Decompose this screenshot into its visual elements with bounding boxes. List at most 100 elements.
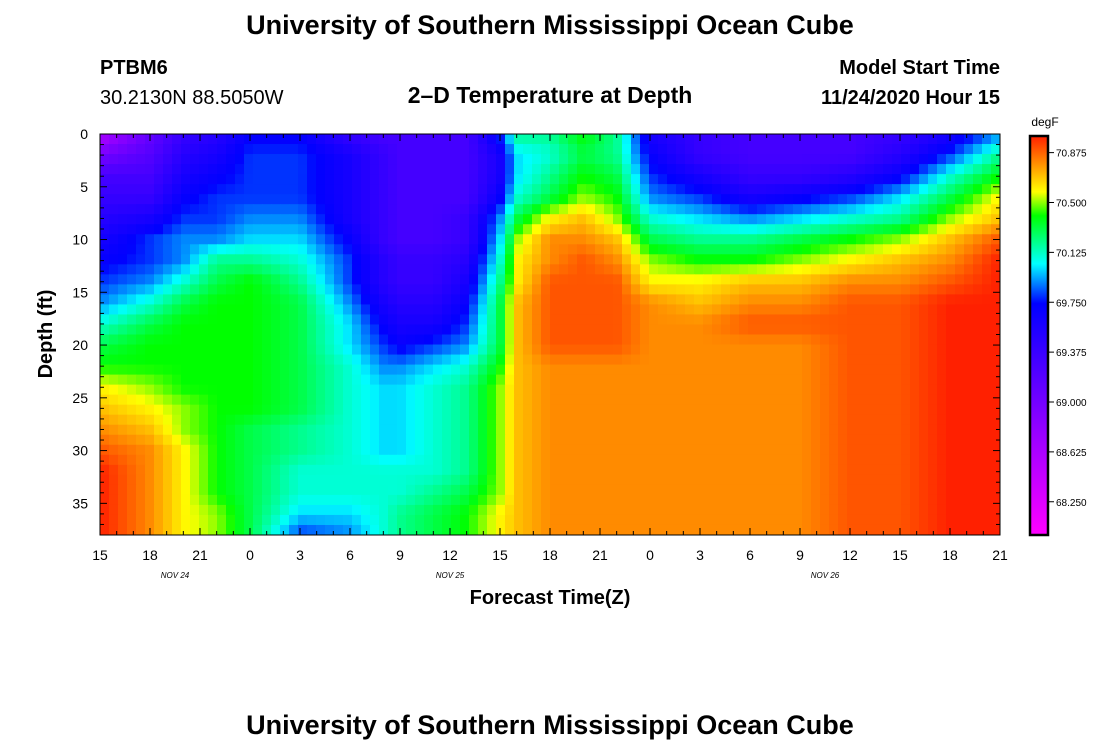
heat-cell	[685, 414, 695, 426]
heat-cell	[586, 284, 596, 296]
heat-cell	[802, 154, 812, 165]
heat-cell	[685, 354, 695, 366]
heat-cell	[631, 474, 641, 486]
heat-cell	[307, 144, 317, 155]
heat-cell	[262, 394, 272, 406]
heat-cell	[901, 464, 911, 476]
heat-cell	[460, 354, 470, 366]
heat-cell	[928, 174, 938, 185]
heat-cell	[694, 304, 704, 316]
heat-cell	[649, 334, 659, 346]
heat-cell	[586, 404, 596, 416]
heat-cell	[874, 214, 884, 225]
heat-cell	[838, 484, 848, 496]
heat-cell	[244, 234, 254, 245]
heat-cell	[613, 394, 623, 406]
heat-cell	[865, 344, 875, 356]
heat-cell	[712, 324, 722, 336]
heat-cell	[343, 134, 353, 145]
heat-cell	[262, 184, 272, 195]
heat-cell	[460, 414, 470, 426]
heat-cell	[469, 334, 479, 346]
heat-cell	[667, 344, 677, 356]
heat-cell	[226, 524, 236, 535]
heat-cell	[559, 134, 569, 145]
heat-cell	[622, 434, 632, 446]
heat-cell	[937, 374, 947, 386]
heat-cell	[424, 504, 434, 516]
heat-cell	[703, 324, 713, 336]
heat-cell	[586, 394, 596, 406]
heat-cell	[811, 204, 821, 215]
heat-cell	[964, 144, 974, 155]
heat-cell	[811, 244, 821, 255]
heat-cell	[649, 374, 659, 386]
heat-cell	[847, 414, 857, 426]
heat-cell	[127, 434, 137, 446]
heat-cell	[541, 424, 551, 436]
heat-cell	[595, 324, 605, 336]
heat-cell	[847, 184, 857, 195]
heat-cell	[532, 174, 542, 185]
heat-cell	[226, 174, 236, 185]
heat-cell	[505, 224, 515, 235]
heat-cell	[523, 464, 533, 476]
heat-cell	[883, 494, 893, 506]
heat-cell	[226, 404, 236, 416]
heat-cell	[928, 374, 938, 386]
heat-cell	[307, 274, 317, 285]
heat-cell	[721, 474, 731, 486]
heat-cell	[802, 244, 812, 255]
heat-cell	[361, 454, 371, 466]
heat-cell	[667, 164, 677, 175]
heat-cell	[361, 314, 371, 326]
heat-cell	[685, 394, 695, 406]
heat-cell	[838, 134, 848, 145]
heat-cell	[838, 254, 848, 265]
heat-cell	[847, 264, 857, 275]
heat-cell	[568, 374, 578, 386]
heat-cell	[865, 454, 875, 466]
heat-cell	[343, 144, 353, 155]
heat-cell	[928, 274, 938, 285]
heat-cell	[874, 294, 884, 306]
heat-cell	[676, 524, 686, 535]
heat-cell	[280, 144, 290, 155]
heat-cell	[532, 494, 542, 506]
heat-cell	[379, 234, 389, 245]
heat-cell	[478, 524, 488, 535]
heat-cell	[550, 274, 560, 285]
heat-cell	[721, 494, 731, 506]
heat-cell	[883, 334, 893, 346]
heat-cell	[892, 354, 902, 366]
heat-cell	[253, 524, 263, 535]
heat-cell	[910, 234, 920, 245]
heat-cell	[721, 194, 731, 205]
heat-cell	[379, 474, 389, 486]
heat-cell	[586, 184, 596, 195]
heat-cell	[784, 304, 794, 316]
heat-cell	[271, 504, 281, 516]
heat-cell	[604, 174, 614, 185]
heat-cell	[100, 524, 110, 535]
heat-cell	[964, 294, 974, 306]
heat-cell	[874, 484, 884, 496]
heat-cell	[352, 164, 362, 175]
heat-cell	[541, 324, 551, 336]
heat-cell	[793, 184, 803, 195]
heat-cell	[586, 254, 596, 265]
heat-cell	[505, 234, 515, 245]
heat-cell	[829, 494, 839, 506]
heat-cell	[253, 294, 263, 306]
heat-cell	[757, 314, 767, 326]
heat-cell	[487, 404, 497, 416]
heat-cell	[433, 254, 443, 265]
heat-cell	[496, 364, 506, 376]
heat-cell	[334, 244, 344, 255]
heat-cell	[379, 134, 389, 145]
heat-cell	[667, 474, 677, 486]
heat-cell	[730, 164, 740, 175]
heat-cell	[622, 474, 632, 486]
heat-cell	[991, 184, 1000, 195]
heat-cell	[217, 514, 227, 526]
